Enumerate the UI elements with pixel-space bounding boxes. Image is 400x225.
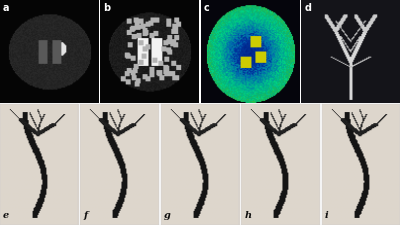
Text: b: b: [104, 3, 110, 13]
Text: c: c: [204, 3, 210, 13]
Text: g: g: [164, 211, 171, 220]
Text: h: h: [244, 211, 252, 220]
Text: i: i: [325, 211, 328, 220]
Text: e: e: [3, 211, 9, 220]
Text: d: d: [304, 3, 312, 13]
Text: f: f: [84, 211, 88, 220]
Text: a: a: [3, 3, 10, 13]
